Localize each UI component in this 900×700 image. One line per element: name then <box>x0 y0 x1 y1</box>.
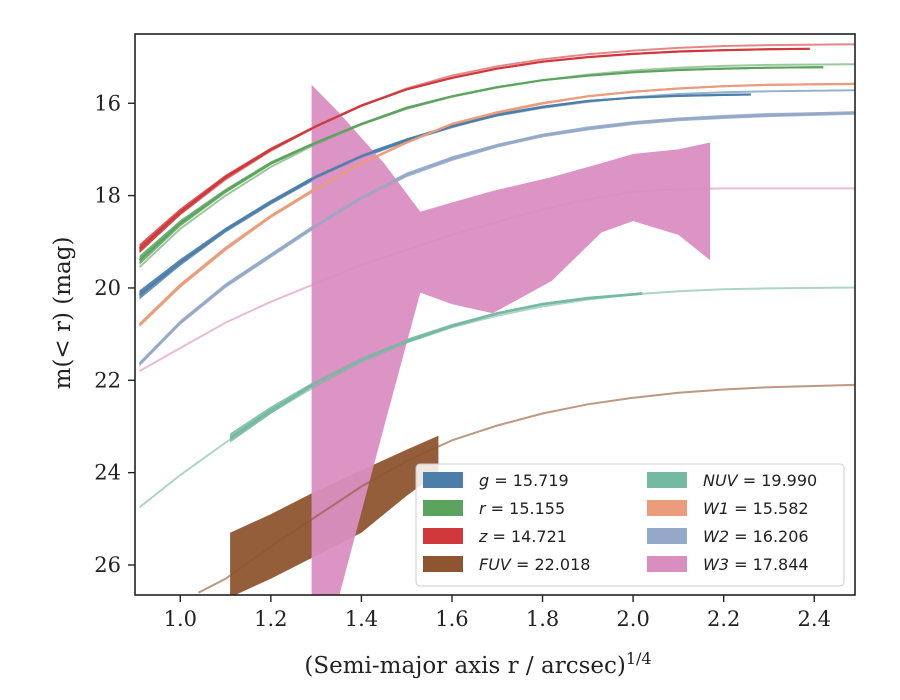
legend-label: FUV = 22.018 <box>479 555 590 574</box>
legend-swatch <box>423 500 463 516</box>
observed-curve-g <box>138 93 751 296</box>
legend-label: r = 15.155 <box>479 499 565 518</box>
x-tick-label: 1.0 <box>164 607 197 631</box>
model-curve-w3 <box>139 187 855 372</box>
y-tick-label: 26 <box>94 553 121 577</box>
model-curve-fuv <box>197 383 855 594</box>
legend-label: W2 = 16.206 <box>703 527 809 546</box>
y-tick-label: 18 <box>94 184 121 208</box>
legend-item-z: z = 14.721 <box>423 527 567 546</box>
model-curve-nuv <box>138 286 855 509</box>
x-tick-label: 1.2 <box>254 607 287 631</box>
legend-swatch <box>647 500 687 516</box>
legend-item-r: r = 15.155 <box>423 499 565 518</box>
legend-item-nuv: NUV = 19.990 <box>647 471 817 490</box>
x-tick-label: 2.2 <box>707 607 740 631</box>
legend-swatch <box>647 556 687 572</box>
legend-swatch <box>647 472 687 488</box>
x-axis-label: (Semi-major axis r / arcsec)1/4 <box>304 649 651 679</box>
legend: g = 15.719 r = 15.155 z = 14.721 FUV = 22.0… <box>415 463 845 587</box>
observed-curve-r <box>138 66 824 262</box>
legend-frame <box>415 463 845 587</box>
legend-item-w2: W2 = 16.206 <box>647 527 809 546</box>
observed-curve-w2 <box>138 111 855 365</box>
y-axis-label: m(< r) (mag) <box>50 237 76 390</box>
legend-label: g = 15.719 <box>479 471 569 490</box>
x-tick-label: 1.4 <box>345 607 378 631</box>
x-tick-label: 2.0 <box>616 607 649 631</box>
x-tick-label: 1.8 <box>526 607 559 631</box>
legend-item-fuv: FUV = 22.018 <box>423 555 590 574</box>
observed-curves <box>138 47 855 439</box>
legend-swatch <box>423 528 463 544</box>
legend-item-g: g = 15.719 <box>423 471 569 490</box>
y-tick-label: 24 <box>94 461 121 485</box>
observed-curve-z <box>138 47 810 250</box>
observed-curve-w1 <box>138 82 855 326</box>
legend-label: W3 = 17.844 <box>703 555 809 574</box>
x-tick-label: 2.4 <box>798 607 831 631</box>
y-tick-label: 20 <box>94 276 121 300</box>
model-curve-z <box>138 43 855 252</box>
legend-swatch <box>647 528 687 544</box>
legend-swatch <box>423 472 463 488</box>
legend-label: NUV = 19.990 <box>703 471 817 490</box>
error-band-w3 <box>311 84 711 595</box>
legend-swatch <box>423 556 463 572</box>
observed-curve-nuv <box>229 292 643 439</box>
legend-item-w3: W3 = 17.844 <box>647 555 809 574</box>
error-bands <box>139 47 855 595</box>
plot-area <box>138 43 855 595</box>
legend-item-w1: W1 = 15.582 <box>647 499 809 518</box>
y-axis: 16 18 20 22 24 26 <box>94 91 135 577</box>
legend-label: W1 = 15.582 <box>703 499 809 518</box>
x-tick-label: 1.6 <box>435 607 468 631</box>
plot-frame <box>134 33 856 596</box>
legend-label: z = 14.721 <box>478 527 567 546</box>
y-tick-label: 16 <box>94 91 121 115</box>
x-axis: 1.0 1.2 1.4 1.6 1.8 2.0 2.2 2.4 <box>164 595 831 631</box>
x-axis-label-exponent: 1/4 <box>626 649 652 668</box>
y-tick-label: 22 <box>94 368 121 392</box>
